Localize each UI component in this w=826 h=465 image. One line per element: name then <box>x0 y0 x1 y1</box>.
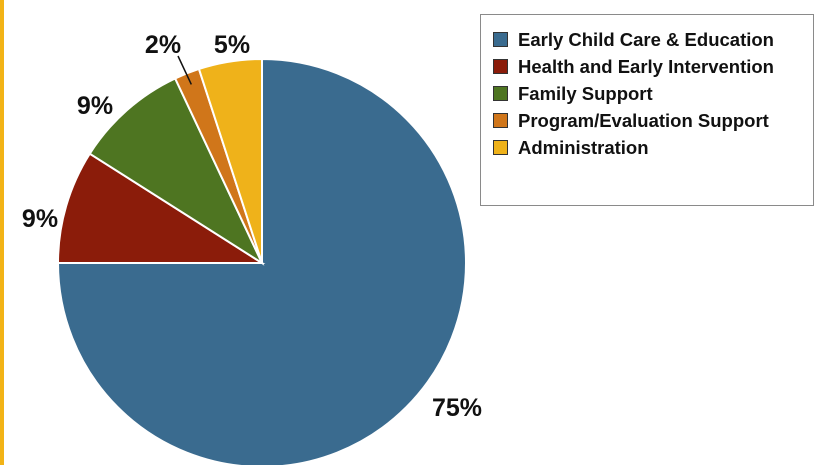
legend-swatch <box>493 32 508 47</box>
pie-slice-administration <box>197 57 263 264</box>
pie-label-early-child-care: 75% <box>432 394 482 422</box>
legend-item-family-support: Family Support <box>493 80 813 107</box>
legend-item-health: Health and Early Intervention <box>493 53 813 80</box>
chart-legend: Early Child Care & Education Health and … <box>480 14 814 206</box>
legend-label: Administration <box>518 136 649 158</box>
legend-label: Program/Evaluation Support <box>518 109 769 131</box>
legend-swatch <box>493 86 508 101</box>
legend-label: Health and Early Intervention <box>518 55 774 77</box>
pie-label-administration: 5% <box>214 31 250 59</box>
legend-label: Family Support <box>518 82 653 104</box>
legend-item-program-evaluation: Program/Evaluation Support <box>493 107 813 134</box>
legend-item-early-child-care: Early Child Care & Education <box>493 26 813 53</box>
pie-slice-family-support <box>88 77 265 266</box>
legend-swatch <box>493 59 508 74</box>
leader-line-program-evaluation <box>177 55 192 85</box>
legend-item-administration: Administration <box>493 134 813 161</box>
legend-swatch <box>493 140 508 155</box>
left-accent-bar <box>0 0 4 465</box>
legend-label: Early Child Care & Education <box>518 28 774 50</box>
legend-swatch <box>493 113 508 128</box>
pie-label-program-evaluation: 2% <box>145 31 181 59</box>
pie-label-family-support: 9% <box>77 92 113 120</box>
pie-slice-health <box>56 152 266 264</box>
pie-label-health: 9% <box>22 205 58 233</box>
